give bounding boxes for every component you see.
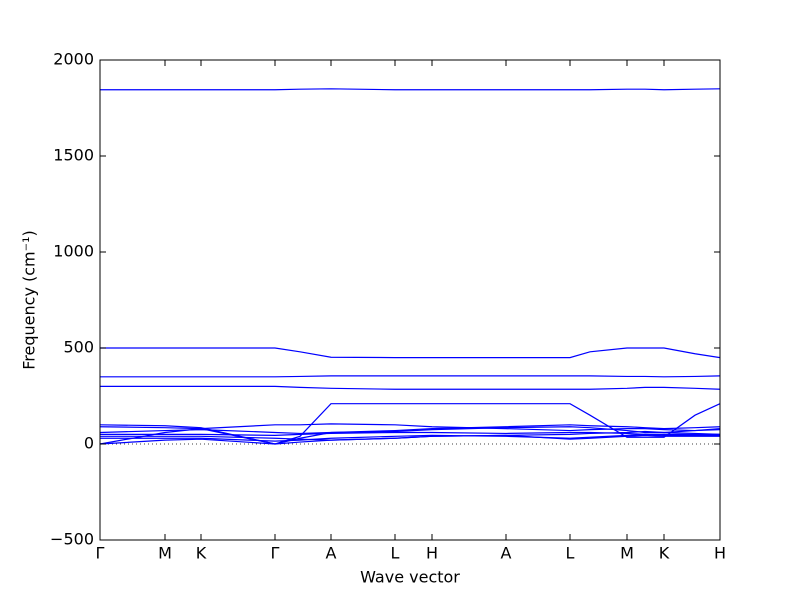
band-line (99, 430, 721, 445)
x-tick-label: A (326, 544, 337, 563)
band-line (100, 347, 721, 359)
y-tick-label: 1500 (53, 146, 94, 165)
x-tick-label: M (158, 544, 172, 563)
x-axis-label: Wave vector (360, 568, 460, 587)
y-tick-label: 500 (63, 338, 94, 357)
y-tick-label: 0 (84, 434, 94, 453)
x-tick-label: H (426, 544, 438, 563)
x-tick-label: M (620, 544, 634, 563)
y-tick-label: 1000 (53, 242, 94, 261)
band-line (99, 423, 721, 432)
band-line (100, 385, 721, 390)
y-tick-label: −500 (50, 530, 94, 549)
x-tick-label: Γ (96, 544, 105, 563)
y-tick-label: 2000 (53, 50, 94, 69)
x-tick-label: K (196, 544, 207, 563)
y-axis-label: Frequency (cm⁻¹) (20, 230, 39, 369)
x-tick-label: A (501, 544, 512, 563)
x-tick-label: Γ (271, 544, 280, 563)
band-line (100, 88, 721, 91)
plot-frame (99, 59, 721, 541)
x-tick-label: L (566, 544, 575, 563)
band-line (100, 375, 721, 378)
x-tick-label: H (714, 544, 726, 563)
x-tick-label: K (659, 544, 670, 563)
x-tick-label: L (391, 544, 400, 563)
